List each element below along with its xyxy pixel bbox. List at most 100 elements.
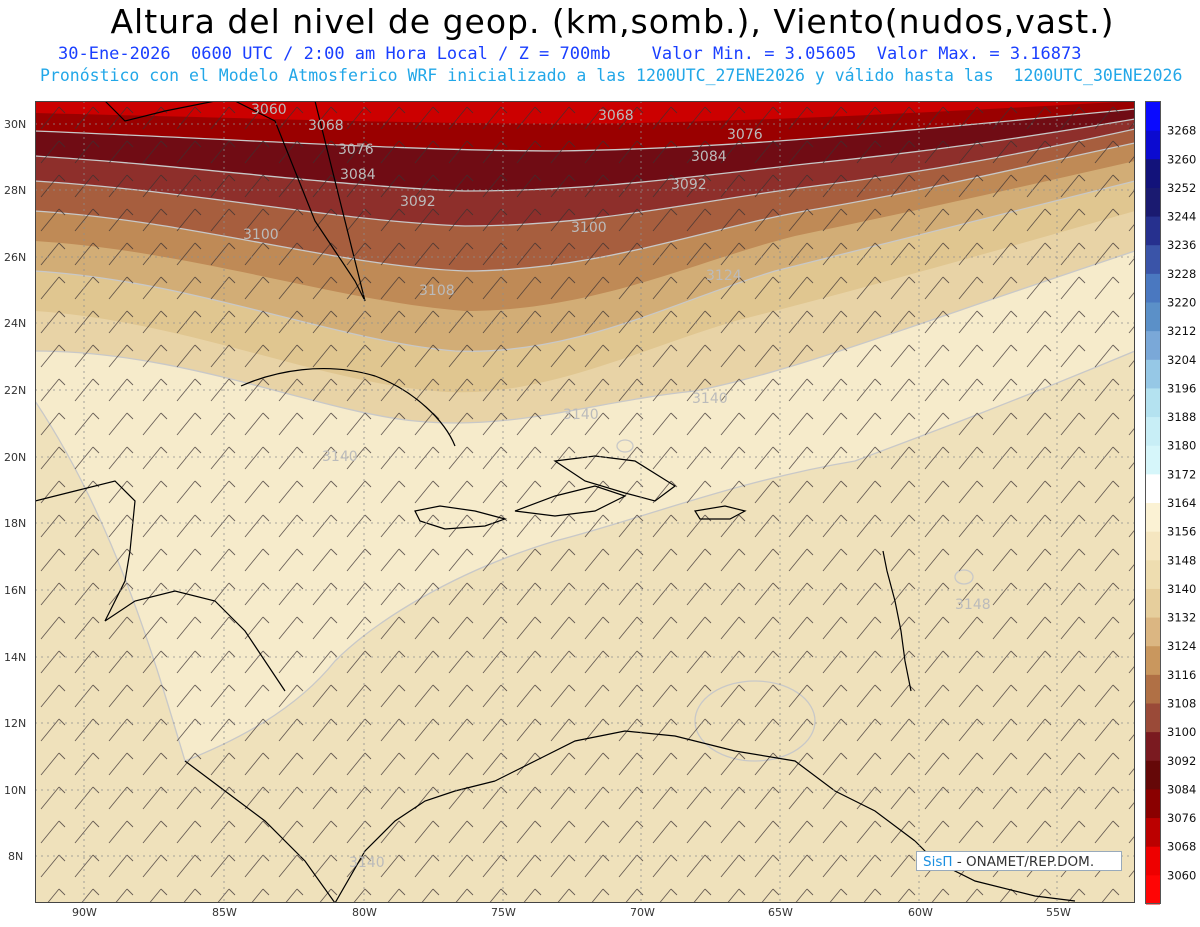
colorbar-level-label: 3100 [1167, 725, 1196, 739]
colorbar-swatch [1146, 388, 1160, 418]
contour-label: 3076 [338, 142, 374, 158]
colorbar-swatch [1146, 130, 1160, 160]
lat-label: 18N [4, 517, 26, 530]
lon-label: 55W [1046, 906, 1071, 919]
colorbar-swatch [1146, 474, 1160, 504]
colorbar-swatch [1146, 159, 1160, 189]
colorbar-level-label: 3084 [1167, 782, 1196, 796]
colorbar-level-label: 3268 [1167, 124, 1196, 138]
colorbar-level-label: 3140 [1167, 582, 1196, 596]
colorbar-level-label: 3164 [1167, 496, 1196, 510]
contour-label: 3084 [691, 149, 727, 165]
colorbar-level-label: 3244 [1167, 210, 1196, 224]
colorbar-level-label: 3172 [1167, 467, 1196, 481]
contour-label: 3092 [671, 177, 707, 193]
sispi-logo: SisΠ [923, 854, 953, 870]
valid-time-line: 30-Ene-2026 0600 UTC / 2:00 am Hora Loca… [58, 44, 1082, 64]
colorbar: 3268 3260 3252 3244 3236 3228 3220 3212 3204 3196… [1145, 101, 1196, 905]
lon-label: 60W [908, 906, 933, 919]
colorbar-level-label: 3116 [1167, 668, 1196, 682]
colorbar-swatch [1146, 875, 1160, 905]
colorbar-level-label: 3148 [1167, 553, 1196, 567]
lat-label: 30N [4, 118, 26, 131]
lat-label: 28N [4, 184, 26, 197]
colorbar-level-label: 3236 [1167, 238, 1196, 252]
contour-label: 3100 [243, 227, 279, 243]
colorbar-level-label: 3220 [1167, 296, 1196, 310]
colorbar-swatch [1146, 503, 1160, 533]
colorbar-level-label: 3260 [1167, 152, 1196, 166]
coastlines [35, 101, 1076, 903]
contour-label: 3068 [598, 108, 634, 124]
axis-labels: 30N 28N 26N 24N 22N 20N 18N 16N 14N 12N … [4, 118, 1071, 919]
contour-label: 3060 [251, 102, 287, 118]
graticule [35, 101, 1135, 903]
colorbar-level-label: 3060 [1167, 868, 1196, 882]
colorbar-swatch [1146, 703, 1160, 733]
colorbar-level-label: 3124 [1167, 639, 1196, 653]
lon-axis-labels: 90W 85W 80W 75W 70W 65W 60W 55W [72, 906, 1071, 919]
colorbar-swatches [1146, 102, 1160, 905]
model-info-line: Pronóstico con el Modelo Atmosferico WRF… [40, 66, 1183, 85]
contour-label: 3124 [706, 268, 742, 284]
credit-text: - ONAMET/REP.DOM. [956, 854, 1095, 870]
lon-label: 80W [352, 906, 377, 919]
colorbar-level-label: 3180 [1167, 439, 1196, 453]
colorbar-swatch [1146, 818, 1160, 848]
colorbar-level-label: 3076 [1167, 811, 1196, 825]
contour-label: 3076 [727, 127, 763, 143]
colorbar-swatch [1146, 216, 1160, 246]
lat-label: 8N [8, 850, 23, 863]
colorbar-level-label: 3212 [1167, 324, 1196, 338]
colorbar-swatch [1146, 646, 1160, 676]
colorbar-level-label: 3188 [1167, 410, 1196, 424]
colorbar-swatch [1146, 102, 1160, 132]
colorbar-swatch [1146, 302, 1160, 332]
contour-labels: 3060 3068 3068 3076 3076 3084 3084 3092 … [243, 102, 991, 871]
colorbar-swatch [1146, 732, 1160, 762]
colorbar-level-label: 3228 [1167, 267, 1196, 281]
contour-label: 3100 [571, 220, 607, 236]
colorbar-swatch [1146, 417, 1160, 447]
lat-label: 16N [4, 584, 26, 597]
colorbar-level-label: 3156 [1167, 525, 1196, 539]
contour-label: 3140 [692, 391, 728, 407]
contour-label: 3140 [322, 449, 358, 465]
lat-label: 14N [4, 651, 26, 664]
contour-label: 3140 [349, 855, 385, 871]
contour-label: 3084 [340, 167, 376, 183]
colorbar-swatch [1146, 531, 1160, 561]
lat-label: 26N [4, 251, 26, 264]
contour-label: 3092 [400, 194, 436, 210]
colorbar-labels: 3268 3260 3252 3244 3236 3228 3220 3212 3204 3196… [1167, 124, 1196, 883]
lat-label: 22N [4, 384, 26, 397]
colorbar-swatch [1146, 588, 1160, 619]
colorbar-level-label: 3068 [1167, 840, 1196, 854]
contour-label: 3068 [308, 118, 344, 134]
contour-label: 3148 [955, 597, 991, 613]
colorbar-level-label: 3092 [1167, 754, 1196, 768]
colorbar-level-label: 3196 [1167, 381, 1196, 395]
lat-label: 24N [4, 317, 26, 330]
colorbar-swatch [1146, 359, 1160, 389]
colorbar-swatch [1146, 331, 1160, 361]
lon-label: 90W [72, 906, 97, 919]
lat-label: 12N [4, 717, 26, 730]
wind-barbs [35, 101, 1135, 903]
lat-label: 20N [4, 451, 26, 464]
lat-label: 10N [4, 784, 26, 797]
colorbar-swatch [1146, 846, 1160, 876]
contour-label: 3108 [419, 283, 455, 299]
colorbar-swatch [1146, 674, 1160, 704]
lon-label: 75W [491, 906, 516, 919]
forecast-map: 3060 3068 3068 3076 3076 3084 3084 3092 … [35, 101, 1135, 903]
colorbar-swatch [1146, 245, 1160, 275]
colorbar-swatch [1146, 760, 1160, 790]
colorbar-level-label: 3252 [1167, 181, 1196, 195]
colorbar-level-label: 3204 [1167, 353, 1196, 367]
contour-label: 3140 [563, 407, 599, 423]
colorbar-swatch [1146, 273, 1160, 303]
lon-label: 65W [768, 906, 793, 919]
colorbar-swatch [1146, 445, 1160, 475]
colorbar-swatch [1146, 560, 1160, 590]
